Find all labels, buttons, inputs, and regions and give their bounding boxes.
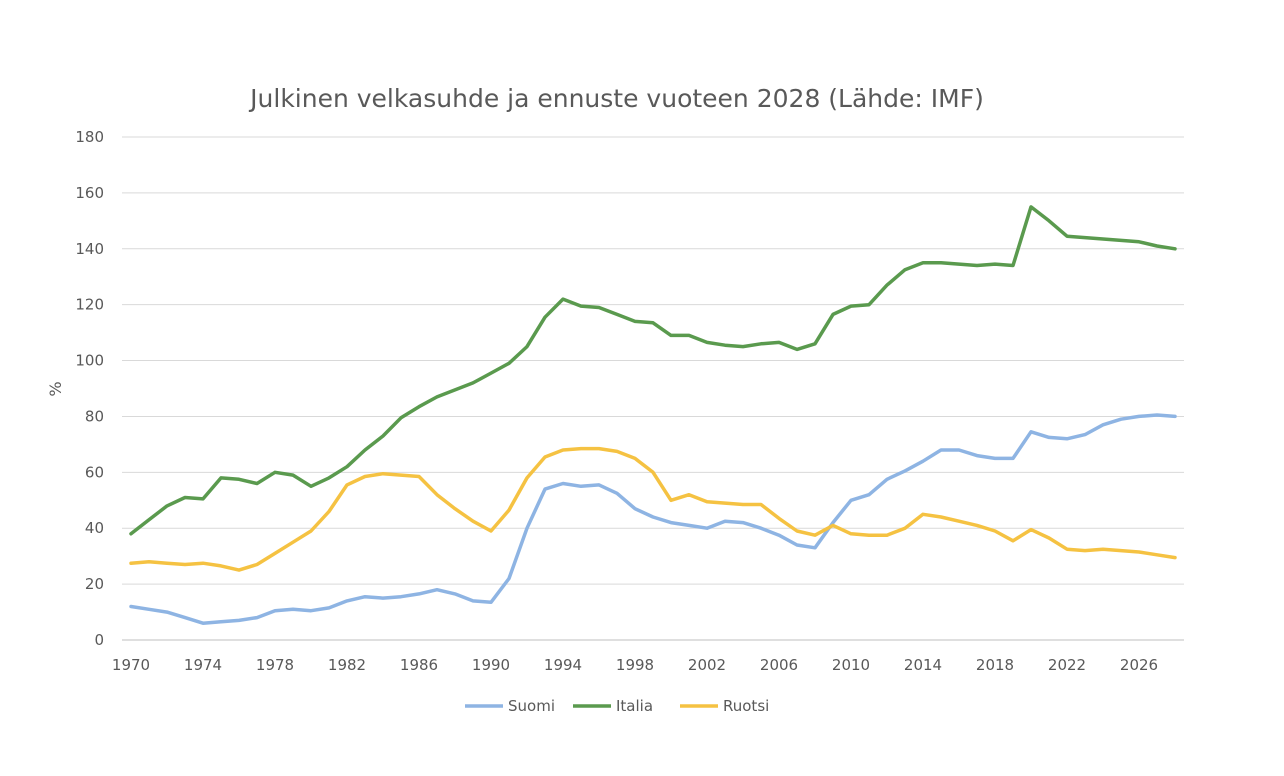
x-tick-label: 2014: [904, 656, 942, 674]
x-tick-label: 1982: [328, 656, 366, 674]
y-tick-label: 0: [94, 631, 104, 649]
x-tick-label: 1970: [112, 656, 150, 674]
series-line-italia: [129, 205, 1177, 536]
y-tick-label: 100: [75, 352, 104, 370]
x-tick-label: 2018: [976, 656, 1014, 674]
x-tick-label: 2026: [1120, 656, 1158, 674]
x-tick-label: 1978: [256, 656, 294, 674]
x-axis-tick-labels: 1970 1974 1978 1982 1986 1990 1994 1998 2002 2006…: [112, 656, 1158, 674]
x-tick-label: 1974: [184, 656, 222, 674]
y-tick-label: 20: [85, 575, 104, 593]
chart-title: Julkinen velkasuhde ja ennuste vuoteen 2…: [248, 84, 984, 113]
y-tick-label: 80: [85, 407, 104, 425]
y-axis-label: %: [46, 381, 65, 396]
x-tick-label: 1994: [544, 656, 582, 674]
x-tick-label: 2010: [832, 656, 870, 674]
x-tick-label: 1986: [400, 656, 438, 674]
x-tick-label: 1998: [616, 656, 654, 674]
x-tick-label: 1990: [472, 656, 510, 674]
y-tick-label: 60: [85, 463, 104, 481]
gridlines: [122, 136, 1184, 641]
legend-label-italia: Italia: [616, 697, 653, 715]
series-lines: [129, 205, 1177, 625]
legend-label-ruotsi: Ruotsi: [723, 697, 769, 715]
series-line-suomi: [129, 413, 1177, 625]
x-tick-label: 2002: [688, 656, 726, 674]
y-tick-label: 180: [75, 128, 104, 146]
y-tick-label: 140: [75, 240, 104, 258]
x-tick-label: 2006: [760, 656, 798, 674]
y-tick-label: 160: [75, 184, 104, 202]
y-tick-label: 40: [85, 519, 104, 537]
series-line-ruotsi: [129, 446, 1177, 572]
y-tick-label: 120: [75, 296, 104, 314]
legend: Suomi Italia Ruotsi: [465, 697, 769, 715]
legend-label-suomi: Suomi: [508, 697, 555, 715]
y-axis-tick-labels: 0 20 40 60 80 100 120 140 160 180: [75, 128, 104, 649]
x-tick-label: 2022: [1048, 656, 1086, 674]
